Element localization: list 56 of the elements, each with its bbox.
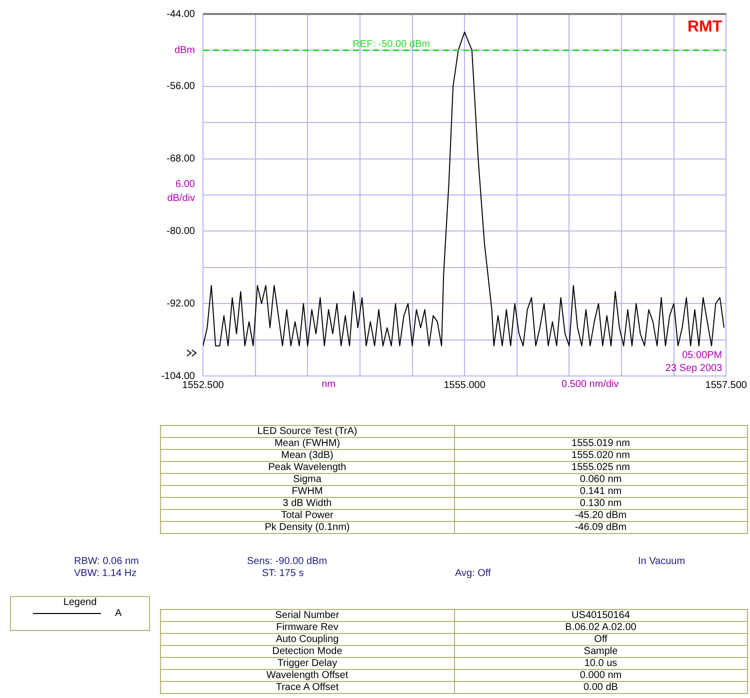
text: Trigger Delay xyxy=(160,658,454,670)
y-tick-label: -44.00 xyxy=(166,8,196,20)
text: Auto Coupling xyxy=(160,634,454,646)
text: Total Power xyxy=(160,510,454,522)
y-tick-label: -104.00 xyxy=(161,370,196,382)
x-tick-label: 1555.000 xyxy=(444,380,486,391)
text: 0.141 nm xyxy=(454,486,748,498)
legend-title: Legend xyxy=(62,597,98,608)
y-tick-label: -92.00 xyxy=(166,298,196,310)
text: Sens: -90.00 dBm xyxy=(247,556,328,567)
text: 0.500 nm/div xyxy=(561,378,619,390)
x-tick-label: 1557.500 xyxy=(705,380,748,391)
ref-line-label: REF: -50.00 dBm xyxy=(352,38,430,50)
y-axis-title: dBm xyxy=(174,44,195,56)
text: Wavelength Offset xyxy=(160,670,454,682)
text: 3 dB Width xyxy=(160,498,454,510)
text: 6.00 dB/div xyxy=(167,178,196,204)
text: In Vacuum xyxy=(638,556,686,567)
x-axis-title: nm xyxy=(322,378,336,390)
text: RBW: 0.06 nm xyxy=(74,556,139,567)
text: 1555.020 nm xyxy=(454,450,748,462)
text: Sigma xyxy=(160,474,454,486)
text: Peak Wavelength xyxy=(160,462,454,474)
annotation: 05:00PM xyxy=(682,350,722,361)
text: US40150164 xyxy=(454,610,748,622)
text: ST: 175 s xyxy=(262,568,304,579)
text: Off xyxy=(454,634,748,646)
y-tick-label: -68.00 xyxy=(166,154,196,165)
text: Mean (3dB) xyxy=(160,450,454,462)
text: FWHM xyxy=(160,486,454,498)
text: 0.060 nm xyxy=(454,474,748,486)
annotation: RMT xyxy=(687,18,722,36)
text: 1555.019 nm xyxy=(454,438,748,450)
text: VBW: 1.14 Hz xyxy=(74,568,137,579)
y-tick-label: -56.00 xyxy=(166,81,196,92)
text: Serial Number xyxy=(160,610,454,622)
text: -46.09 dBm xyxy=(454,522,748,534)
text: Avg: Off xyxy=(455,568,491,579)
text: 0.130 nm xyxy=(454,498,748,510)
text: 0.00 dB xyxy=(454,682,748,694)
text: 0.000 nm xyxy=(454,670,748,682)
text: Sample xyxy=(454,646,748,658)
x-tick-label: 1552.500 xyxy=(182,380,224,391)
text: B.06.02 A.02.00 xyxy=(454,622,748,634)
text: 1555.025 nm xyxy=(454,462,748,474)
text: Detection Mode xyxy=(160,646,454,658)
text: Firmware Rev xyxy=(160,622,454,634)
text: LED Source Test (TrA) xyxy=(160,426,454,438)
text: -45.20 dBm xyxy=(454,510,748,522)
text: Pk Density (0.1nm) xyxy=(160,522,454,534)
text: 10.0 us xyxy=(454,658,748,670)
y-tick-label: -80.00 xyxy=(166,226,196,237)
text: A xyxy=(115,608,122,619)
text: Mean (FWHM) xyxy=(160,438,454,450)
text: Trace A Offset xyxy=(160,682,454,694)
annotation: 23 Sep 2003 xyxy=(665,362,723,374)
